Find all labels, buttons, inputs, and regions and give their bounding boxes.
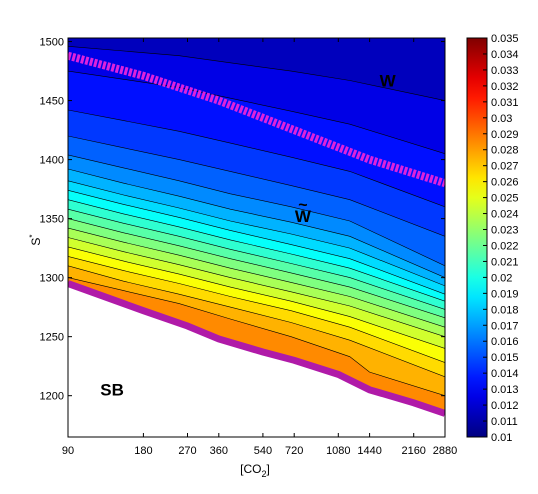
contour-line [68,246,445,349]
y-tick-label: 1200 [40,391,64,403]
x-tick-label: 270 [178,445,196,457]
colorbar-tick-label: 0.031 [491,97,519,109]
y-tick-label: 1250 [40,332,64,344]
y-axis-ticks: 1200 1250 1300 1350 1400 1450 1500 [40,37,445,403]
contour-line [68,265,445,378]
contour-line [68,168,445,278]
x-tick-label: 180 [134,445,152,457]
x-axis-ticks: 90 180 270 360 540 720 1080 1440 2160 2880 [62,38,457,457]
contour-line [68,180,445,287]
region-label: W [295,207,312,226]
colorbar-tick-label: 0.011 [491,416,518,428]
region-label: W [380,71,397,90]
colorbar-tick-label: 0.025 [491,193,519,205]
colorbar-tick-label: 0.026 [491,177,519,189]
colorbar-tick-label: 0.014 [491,368,519,380]
colorbar-tick-label: 0.033 [491,65,519,77]
region-labels: WW~SB [100,71,396,399]
colorbar-tick-label: 0.01 [491,432,512,444]
x-tick-label: 1080 [326,445,350,457]
y-tick-label: 1500 [40,37,64,49]
contour-lines [68,46,445,396]
x-tick-label: 360 [210,445,228,457]
contour-line [68,135,445,237]
colorbar-tick-label: 0.018 [491,304,519,316]
y-tick-label: 1350 [40,214,64,226]
colorbar-tick-label: 0.027 [491,161,519,173]
region-label-tilde: ~ [298,197,307,214]
contour-line [68,46,445,101]
colorbar-tick-label: 0.019 [491,288,519,300]
contour-line [68,190,445,295]
colorbar-tick-label: 0.02 [491,272,512,284]
x-tick-label: 2160 [401,445,425,457]
y-tick-label: 1300 [40,273,64,285]
colorbar-tick-label: 0.032 [491,81,519,93]
x-tick-label: 720 [285,445,303,457]
contour-line [68,237,445,337]
contour-line [68,227,445,328]
colorbar-tick-label: 0.034 [491,49,519,61]
colorbar-tick-label: 0.029 [491,129,519,141]
colorbar-tick-label: 0.023 [491,225,519,237]
colorbar-ticks: 0.01 0.011 0.012 0.013 0.014 0.015 0.016 0.017 0… [483,33,519,444]
contour-fills [68,38,445,437]
colorbar-tick-label: 0.035 [491,33,519,45]
colorbar-tick-label: 0.03 [491,113,512,125]
colorbar-tick-label: 0.021 [491,256,519,268]
colorbar-tick-label: 0.013 [491,384,519,396]
contour-line [68,199,445,302]
contour-line [68,70,445,154]
x-tick-label: 1440 [357,445,381,457]
region-label: SB [100,381,124,400]
colorbar-tick-label: 0.028 [491,145,519,157]
x-tick-label: 90 [62,445,74,457]
colorbar-bar [466,37,488,438]
contour-line [68,154,445,267]
contour-line [68,256,445,363]
boundary-lines [68,51,445,417]
contour-line [68,218,445,319]
colorbar-tick-label: 0.015 [491,352,519,364]
sb-boundary-line [68,280,445,417]
x-axis-label: [CO2] [240,462,270,479]
colorbar-tick-label: 0.016 [491,336,519,348]
x-tick-label: 540 [254,445,272,457]
colorbar: 0.01 0.011 0.012 0.013 0.014 0.015 0.016 0.017 0… [466,33,519,444]
plot-area [67,37,446,438]
x-tick-label: 2880 [433,445,457,457]
colorbar-tick-label: 0.017 [491,320,519,332]
y-axis-label: S* [28,234,43,245]
colorbar-tick-label: 0.012 [491,400,519,412]
plot-frame [67,37,446,438]
w-boundary-line [68,51,445,188]
sb-region [68,283,445,437]
colorbar-tick-label: 0.022 [491,240,519,252]
contour-line [68,208,445,310]
contour-line [68,277,445,396]
y-tick-label: 1450 [40,96,64,108]
contour-line [68,109,445,208]
y-tick-label: 1400 [40,155,64,167]
colorbar-tick-label: 0.024 [491,209,519,221]
